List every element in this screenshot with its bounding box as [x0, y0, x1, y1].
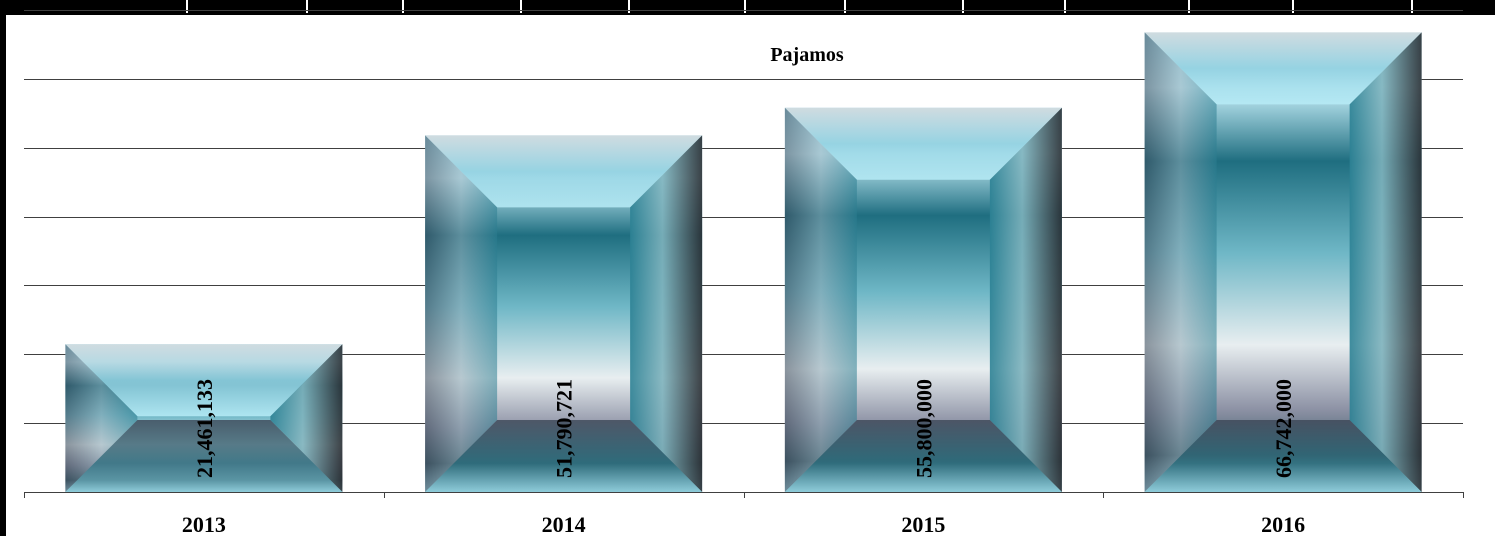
frame-divider	[306, 0, 308, 13]
frame-divider	[1064, 0, 1066, 13]
frame-top	[0, 0, 1495, 15]
bar-bevel-left	[65, 344, 138, 492]
bar-bevel-top	[65, 344, 343, 417]
bar	[425, 135, 703, 492]
frame-divider	[628, 0, 630, 13]
bar-bevel-right	[270, 344, 343, 492]
category-label: 2014	[542, 512, 586, 536]
frame-divider	[844, 0, 846, 13]
bar-bevel-right	[989, 107, 1062, 492]
bar-bevel-left	[784, 107, 857, 492]
bar-bevel-left	[425, 135, 498, 492]
value-labels: 21,461,133 51,790,721 55,800,000 66,742,000	[192, 379, 1296, 478]
bar-bevel-right	[1349, 32, 1422, 493]
category-label: 2013	[182, 512, 226, 536]
frame-divider	[520, 0, 522, 13]
bar	[65, 344, 343, 492]
bar-value-label: 21,461,133	[192, 379, 217, 478]
bar-value-label: 66,742,000	[1271, 379, 1296, 478]
bar-bevel-top	[425, 135, 703, 208]
chart-title: Pajamos	[770, 44, 844, 66]
frame-divider	[1188, 0, 1190, 13]
category-label: 2016	[1261, 512, 1305, 536]
bar-bevel-bottom	[784, 420, 1062, 492]
bar-bevel-bottom	[65, 420, 343, 492]
frame-left	[0, 0, 6, 536]
frame-divider	[1411, 0, 1413, 13]
bar-bevel-bottom	[1144, 420, 1422, 492]
bar	[1144, 32, 1422, 493]
category-label: 2015	[901, 512, 945, 536]
frame-divider	[186, 0, 188, 13]
category-labels: 2013 2014 2015 2016	[182, 512, 1305, 536]
x-axis	[24, 492, 1464, 498]
bar-bevel-right	[630, 135, 703, 492]
frame-divider	[1292, 0, 1294, 13]
bars	[65, 32, 1422, 493]
bar	[784, 107, 1062, 492]
bar-bevel-top	[1144, 32, 1422, 105]
frame-top-dividers	[186, 0, 1413, 13]
bar-bevel-bottom	[425, 420, 703, 492]
bar-value-label: 51,790,721	[552, 379, 577, 478]
frame-divider	[744, 0, 746, 13]
bar-value-label: 55,800,000	[911, 379, 936, 478]
bar-bevel-left	[1144, 32, 1217, 493]
frame-divider	[962, 0, 964, 13]
frame-divider	[402, 0, 404, 13]
bar-bevel-top	[784, 107, 1062, 180]
